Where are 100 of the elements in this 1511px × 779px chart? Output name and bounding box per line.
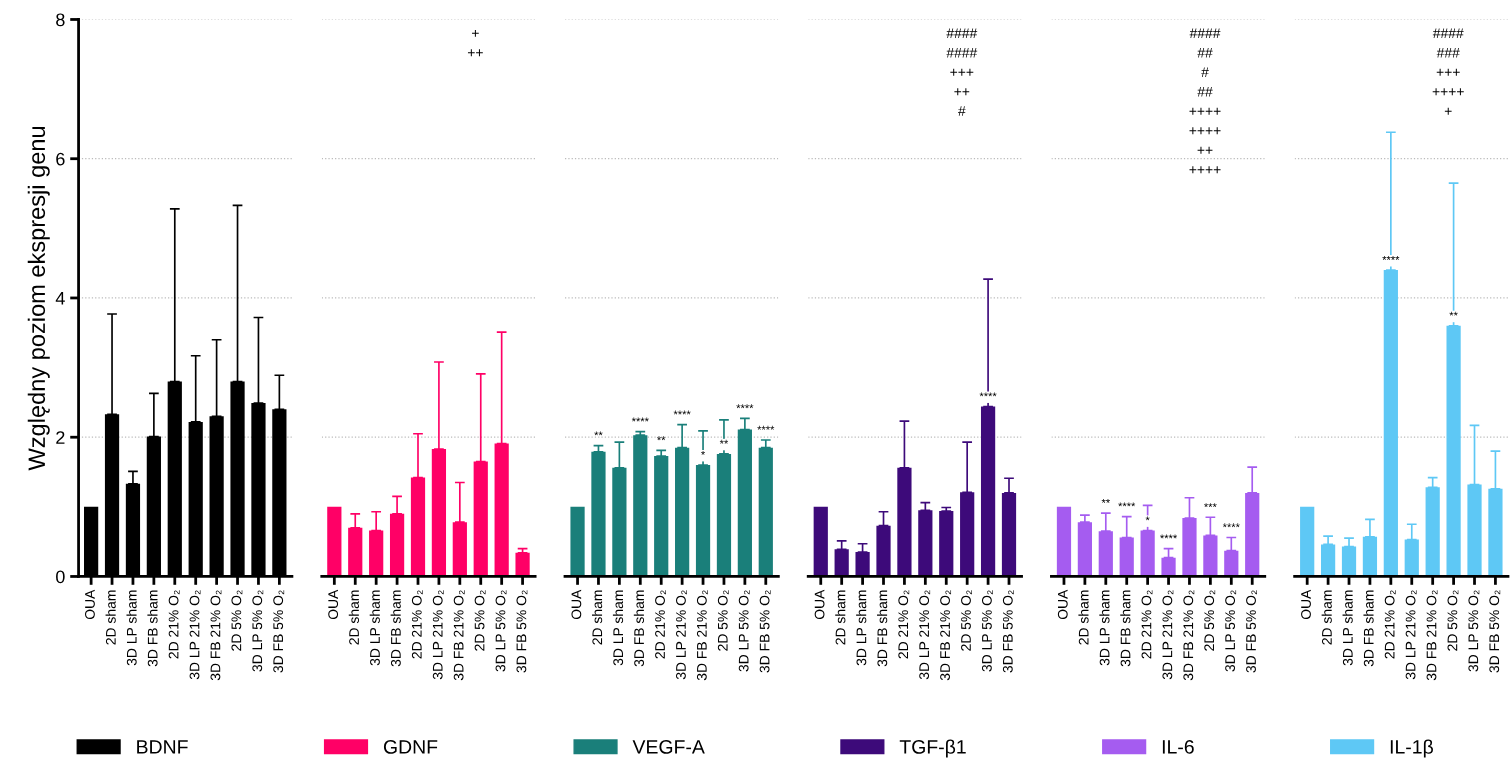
x-tick-label: 3D LP 21% O₂	[432, 590, 444, 680]
x-tick-label: 2D sham	[1078, 590, 1089, 645]
annotation: ++	[954, 88, 970, 96]
bar	[515, 552, 530, 577]
x-tick-label: 3D FB 5% O₂	[759, 590, 771, 673]
data-label: ****	[1118, 502, 1136, 507]
x-tick-label: 2D 21% O₂	[1141, 590, 1153, 659]
x-tick-label: 3D LP sham	[1099, 590, 1110, 666]
bar	[1056, 506, 1072, 577]
data-label: *	[701, 450, 706, 455]
x-tick-label: 2D 21% O₂	[655, 590, 666, 659]
annotation: ++++	[1432, 88, 1464, 96]
data-label: **	[594, 431, 603, 436]
x-tick-label: 2D 21% O₂	[1384, 590, 1396, 659]
annotation: ####	[1432, 28, 1464, 38]
x-tick-label: 2D 5% O₂	[1204, 590, 1216, 651]
x-tick-label: 2D 5% O₂	[231, 590, 243, 651]
x-tick-label: 2D 21% O₂	[411, 590, 423, 659]
x-tick-label: 3D FB 21% O₂	[1183, 590, 1195, 681]
annotation: ###	[1436, 47, 1460, 58]
x-tick-label: OUA	[571, 589, 582, 620]
bar	[327, 506, 342, 577]
x-tick-label: 3D LP 5% O₂	[252, 590, 264, 672]
x-tick-label: 2D sham	[348, 590, 359, 645]
x-tick-label: 2D sham	[105, 590, 116, 645]
x-tick-label: 3D LP 5% O₂	[738, 590, 750, 672]
x-tick-label: 3D LP 5% O₂	[495, 590, 507, 672]
data-label: **	[1101, 498, 1110, 503]
data-label: **	[657, 436, 666, 441]
x-tick-label: 3D LP 5% O₂	[1225, 590, 1237, 672]
bar	[633, 435, 648, 577]
annotation: +++	[950, 68, 974, 76]
x-tick-label: 3D FB 5% O₂	[1246, 590, 1257, 673]
legend-label: IL-6	[1162, 739, 1194, 754]
annotation: +	[1444, 107, 1452, 115]
data-label: ****	[757, 425, 775, 430]
annotation: ++++	[1189, 127, 1221, 135]
x-tick-label: 2D 5% O₂	[1447, 590, 1459, 651]
x-tick-label: 3D LP sham	[1342, 590, 1353, 666]
legend-label: IL-1β	[1390, 739, 1433, 758]
x-tick-label: 3D FB sham	[390, 590, 401, 667]
bar	[1300, 506, 1315, 577]
x-tick-label: 2D sham	[591, 590, 603, 645]
x-tick-label: 3D LP sham	[369, 590, 380, 666]
x-tick-label: 3D LP 21% O₂	[919, 590, 931, 680]
y-tick-label: 8	[56, 13, 65, 27]
x-tick-label: 3D FB 21% O₂	[210, 590, 222, 681]
x-tick-label: 3D FB 21% O₂	[696, 590, 708, 681]
x-tick-label: 3D FB sham	[147, 590, 158, 667]
x-tick-label: OUA	[1301, 589, 1311, 620]
bar	[813, 506, 828, 577]
bar	[939, 511, 954, 577]
x-tick-label: 3D FB 21% O₂	[940, 590, 952, 681]
x-tick-label: 3D FB sham	[877, 590, 888, 667]
x-tick-label: 3D FB sham	[633, 590, 645, 667]
x-tick-label: 3D LP sham	[126, 590, 137, 666]
x-tick-label: 3D FB 21% O₂	[1426, 590, 1438, 681]
x-tick-label: 3D FB sham	[1363, 590, 1374, 667]
x-tick-label: OUA	[1057, 589, 1068, 620]
data-label: ****	[979, 392, 997, 397]
x-tick-label: 2D sham	[835, 590, 846, 645]
annotation: ##	[1197, 86, 1213, 97]
data-label: **	[1449, 311, 1458, 316]
y-tick-label: 4	[55, 292, 65, 305]
legend-label: BDNF	[137, 740, 188, 754]
annotation: ##	[1197, 47, 1213, 58]
x-tick-label: 3D LP sham	[856, 590, 867, 666]
x-tick-label: OUA	[85, 589, 95, 620]
bar	[570, 506, 585, 577]
y-tick-label: 0	[56, 570, 65, 584]
x-tick-label: 2D 5% O₂	[717, 590, 729, 651]
y-axis-title: Względny poziom ekspresji genu	[27, 126, 50, 471]
annotation: ####	[946, 47, 978, 58]
x-tick-label: OUA	[814, 589, 825, 620]
annotation: #	[1201, 67, 1209, 77]
legend-label: TGF-β1	[899, 739, 966, 758]
x-tick-label: 3D LP 21% O₂	[189, 590, 201, 680]
x-tick-label: 3D LP 21% O₂	[1405, 590, 1417, 680]
annotation: +++	[1436, 68, 1460, 76]
data-label: **	[719, 439, 729, 444]
data-label: ****	[736, 404, 754, 409]
legend-label: VEGF-A	[632, 739, 705, 754]
x-tick-label: 3D FB 5% O₂	[1002, 590, 1014, 673]
data-label: *	[1145, 516, 1150, 521]
x-tick-label: OUA	[328, 589, 339, 620]
x-tick-label: 3D FB 5% O₂	[1489, 590, 1501, 673]
data-label: ****	[1222, 523, 1240, 528]
data-label: ****	[673, 410, 691, 415]
x-tick-label: 3D LP 5% O₂	[1468, 590, 1480, 672]
annotation: ++	[467, 49, 483, 57]
x-tick-label: 2D 5% O₂	[474, 590, 486, 651]
data-label: ****	[631, 417, 649, 422]
x-tick-label: 2D 21% O₂	[898, 590, 910, 659]
annotation: +	[472, 29, 479, 37]
data-label: ****	[1382, 255, 1400, 260]
data-label: ***	[1204, 503, 1217, 508]
annotation: ++	[1197, 146, 1213, 154]
x-tick-label: 3D FB 21% O₂	[453, 590, 465, 681]
x-tick-label: 3D LP sham	[612, 590, 624, 666]
x-tick-label: 2D 21% O₂	[168, 590, 180, 659]
